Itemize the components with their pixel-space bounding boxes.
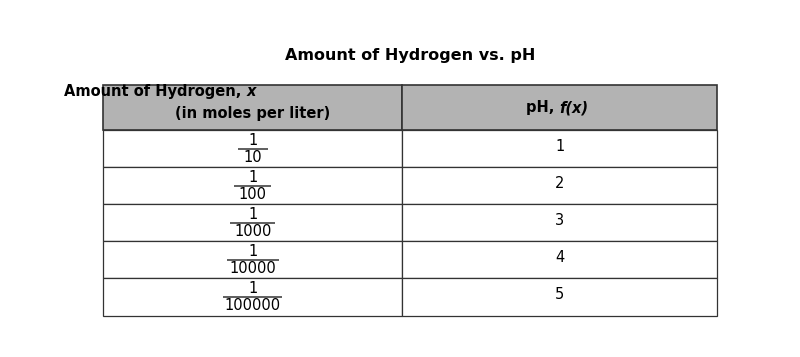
Text: Amount of Hydrogen vs. pH: Amount of Hydrogen vs. pH [285,48,535,63]
Bar [402,205,717,241]
Text: 1: 1 [248,170,258,185]
Text: 1: 1 [248,281,258,296]
Text: (in moles per liter): (in moles per liter) [175,106,330,121]
Text: pH,: pH, [526,100,560,115]
Text: 2: 2 [555,176,564,191]
Text: 1: 1 [248,244,258,259]
Bar [402,241,717,278]
Bar [103,130,402,167]
Text: 10000: 10000 [230,261,276,276]
Text: 1: 1 [555,139,564,154]
Text: 5: 5 [555,287,564,302]
Text: 1000: 1000 [234,224,271,239]
Text: 100: 100 [238,187,266,202]
Text: 1: 1 [248,207,258,222]
Text: 1: 1 [248,132,258,147]
Text: f(x): f(x) [560,100,589,115]
Text: Amount of Hydrogen,: Amount of Hydrogen, [64,85,246,100]
Text: 3: 3 [555,213,564,228]
Text: 4: 4 [555,250,564,265]
Bar [402,167,717,205]
Text: 10: 10 [243,150,262,165]
Bar [103,241,402,278]
Bar [402,130,717,167]
Bar [103,205,402,241]
Text: x: x [246,85,256,100]
Bar [103,278,402,316]
Bar [103,85,402,130]
Text: 100000: 100000 [225,298,281,313]
Bar [402,278,717,316]
Bar [103,167,402,205]
Bar [402,85,717,130]
